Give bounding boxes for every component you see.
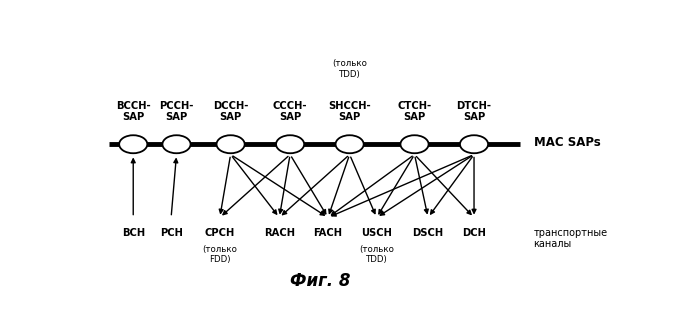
Ellipse shape bbox=[163, 135, 191, 153]
Text: RACH: RACH bbox=[264, 228, 295, 238]
Ellipse shape bbox=[336, 135, 364, 153]
Text: DCH: DCH bbox=[462, 228, 486, 238]
Text: (только
TDD): (только TDD) bbox=[359, 244, 394, 264]
Text: PCH: PCH bbox=[160, 228, 183, 238]
Text: Фиг. 8: Фиг. 8 bbox=[290, 272, 350, 290]
Text: FACH: FACH bbox=[313, 228, 343, 238]
Ellipse shape bbox=[401, 135, 429, 153]
Text: (только
TDD): (только TDD) bbox=[332, 59, 367, 78]
Text: SHCCH-
SAP: SHCCH- SAP bbox=[328, 101, 371, 122]
Ellipse shape bbox=[276, 135, 304, 153]
Text: USCH: USCH bbox=[362, 228, 392, 238]
Text: CCCH-
SAP: CCCH- SAP bbox=[273, 101, 307, 122]
Text: CTCH-
SAP: CTCH- SAP bbox=[397, 101, 431, 122]
Text: транспортные
каналы: транспортные каналы bbox=[533, 228, 608, 249]
Text: MAC SAPs: MAC SAPs bbox=[533, 137, 600, 149]
Ellipse shape bbox=[119, 135, 147, 153]
Text: DSCH: DSCH bbox=[413, 228, 444, 238]
Ellipse shape bbox=[216, 135, 245, 153]
Text: DTCH-
SAP: DTCH- SAP bbox=[456, 101, 491, 122]
Text: PCCH-
SAP: PCCH- SAP bbox=[159, 101, 193, 122]
Text: BCCH-
SAP: BCCH- SAP bbox=[116, 101, 151, 122]
Text: CPCH: CPCH bbox=[205, 228, 235, 238]
Text: DCCH-
SAP: DCCH- SAP bbox=[213, 101, 248, 122]
Text: BCH: BCH bbox=[121, 228, 144, 238]
Text: (только
FDD): (только FDD) bbox=[202, 244, 237, 264]
Ellipse shape bbox=[460, 135, 488, 153]
